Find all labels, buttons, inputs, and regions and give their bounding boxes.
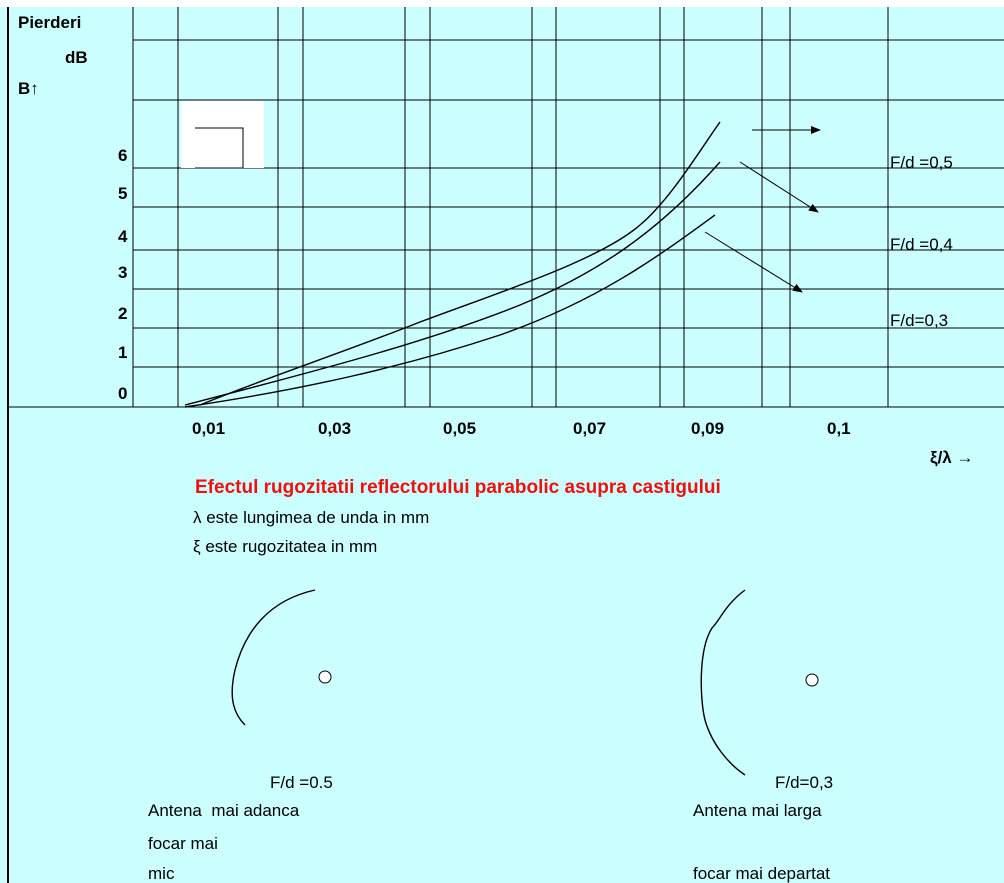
curve-label: F/d=0,3 xyxy=(890,311,948,330)
curve-label: F/d =0,4 xyxy=(890,235,953,254)
antenna-text: Antena mai larga xyxy=(693,801,822,820)
antenna-text: Antena mai adanca xyxy=(148,801,300,820)
y-tick-label: 5 xyxy=(118,184,127,203)
antenna-text: mic xyxy=(148,864,175,883)
antenna-label: F/d =0.5 xyxy=(270,773,333,792)
caption-title: Efectul rugozitatii reflectorului parabo… xyxy=(195,477,721,498)
y-tick-label: 3 xyxy=(118,263,127,282)
x-tick-label: 0,03 xyxy=(318,419,351,438)
x-tick-label: 0,09 xyxy=(691,419,724,438)
y-tick-label: 4 xyxy=(118,227,128,246)
x-tick-label: 0,1 xyxy=(827,419,851,438)
y-tick-label: 2 xyxy=(118,304,127,323)
y-title: dB xyxy=(65,48,88,67)
caption-line: λ este lungimea de unda in mm xyxy=(193,508,429,527)
antenna-text: focar mai xyxy=(148,834,218,853)
top-strip xyxy=(0,0,1004,7)
x-tick-label: 0,01 xyxy=(192,419,225,438)
y-title: B↑ xyxy=(18,79,39,98)
y-tick-label: 1 xyxy=(118,343,127,362)
focus xyxy=(319,671,331,683)
white-box xyxy=(181,101,264,168)
antenna-text: focar mai departat xyxy=(693,864,830,883)
y-title: Pierderi xyxy=(18,13,81,32)
caption-line: ξ este rugozitatea in mm xyxy=(193,537,377,556)
y-tick-label: 0 xyxy=(118,384,127,403)
focus xyxy=(806,674,818,686)
antenna-label: F/d=0,3 xyxy=(775,773,833,792)
background xyxy=(0,0,1004,883)
y-tick-label: 6 xyxy=(118,146,127,165)
x-title: ξ/λ → xyxy=(930,448,973,467)
page: Pierderi dB B↑ ξ/λ → F/d =0,5 F/d =0,4 F… xyxy=(0,0,1004,883)
curve-label: F/d =0,5 xyxy=(890,153,953,172)
x-tick-label: 0,05 xyxy=(443,419,476,438)
x-tick-label: 0,07 xyxy=(573,419,606,438)
document: Pierderi dB B↑ ξ/λ → F/d =0,5 F/d =0,4 F… xyxy=(0,0,1004,883)
